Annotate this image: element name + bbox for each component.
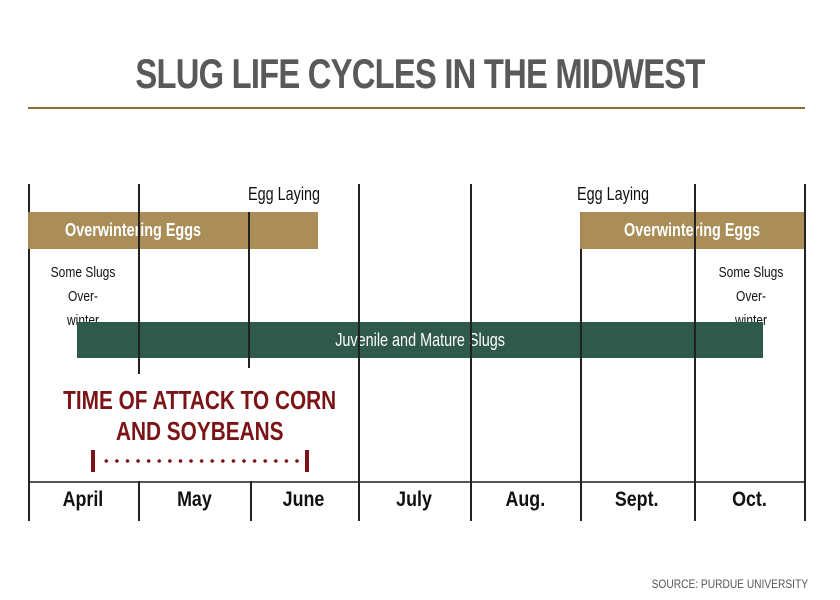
- grid-line-sept-overlay-green: [580, 322, 582, 358]
- month-label-june: June: [250, 488, 358, 512]
- axis-tick-5: [580, 481, 582, 521]
- bracket-dotted-line: [101, 459, 299, 463]
- attack-line-2: AND SOYBEANS: [116, 416, 284, 446]
- grid-line-june-start: [248, 212, 250, 368]
- month-text: Oct.: [731, 488, 767, 511]
- axis-tick-4: [470, 481, 472, 521]
- grid-line-oct-overlay: [694, 212, 696, 249]
- month-text: June: [283, 488, 325, 511]
- source-text: SOURCE: PURDUE UNIVERSITY: [651, 577, 808, 591]
- axis-tick-3: [358, 481, 360, 521]
- month-text: May: [176, 488, 212, 511]
- grid-line-april-start: [28, 184, 30, 481]
- grid-line-june-overlay: [248, 212, 250, 249]
- month-label-oct: Oct.: [694, 488, 804, 512]
- axis-tick-0: [28, 481, 30, 521]
- month-text: July: [396, 488, 432, 511]
- time-of-attack-bracket: [91, 450, 309, 472]
- egg-laying-label-sept: Egg Laying: [563, 182, 663, 206]
- month-text: Aug.: [505, 488, 545, 511]
- month-label-july: July: [358, 488, 470, 512]
- overwintering-eggs-bar-right: Overwintering Eggs: [580, 212, 804, 249]
- bar-label: Overwintering Eggs: [64, 220, 202, 240]
- note-line-1: Some Slugs Over-: [718, 264, 784, 305]
- axis-tick-7: [804, 481, 806, 521]
- axis-tick-1: [138, 481, 140, 521]
- month-label-aug: Aug.: [470, 488, 580, 512]
- note-line-1: Some Slugs Over-: [50, 264, 116, 305]
- bar-label: Overwintering Eggs: [623, 220, 761, 240]
- egg-laying-label-june: Egg Laying: [234, 182, 334, 206]
- month-text: Sept.: [615, 488, 659, 511]
- grid-line-may-overlay: [138, 212, 140, 249]
- grid-line-may-start: [138, 184, 140, 374]
- attack-line-1: TIME OF ATTACK TO CORN: [63, 385, 337, 415]
- month-label-sept: Sept.: [580, 488, 694, 512]
- grid-line-oct-end: [804, 184, 806, 481]
- egg-laying-text: Egg Laying: [247, 184, 321, 204]
- month-axis-line: [28, 481, 805, 483]
- grid-line-oct-overlay-green: [694, 322, 696, 358]
- juvenile-mature-slugs-bar: Juvenile and Mature Slugs: [77, 322, 763, 358]
- egg-laying-text: Egg Laying: [576, 184, 650, 204]
- bar-label: Juvenile and Mature Slugs: [335, 329, 505, 350]
- grid-line-july-overlay-green: [358, 322, 360, 358]
- month-label-april: April: [28, 488, 138, 512]
- month-label-may: May: [138, 488, 250, 512]
- grid-line-aug-overlay-green: [470, 322, 472, 358]
- month-text: April: [62, 488, 104, 511]
- grid-line-may-overlay-green: [138, 322, 140, 358]
- source-credit: SOURCE: PURDUE UNIVERSITY: [624, 577, 808, 591]
- some-slugs-overwinter-left: Some Slugs Over- winter: [22, 261, 144, 333]
- chart-title-text: SLUG LIFE CYCLES IN THE MIDWEST: [135, 50, 705, 97]
- grid-line-june-overlay-green: [248, 322, 250, 358]
- chart-title: SLUG LIFE CYCLES IN THE MIDWEST: [92, 50, 747, 98]
- axis-tick-2: [250, 481, 252, 521]
- time-of-attack-label: TIME OF ATTACK TO CORN AND SOYBEANS: [0, 385, 400, 447]
- overwintering-eggs-bar-left: Overwintering Eggs: [28, 212, 318, 249]
- bracket-right-cap: [305, 450, 309, 472]
- bracket-left-cap: [91, 450, 95, 472]
- title-rule: [28, 107, 805, 109]
- axis-tick-6: [694, 481, 696, 521]
